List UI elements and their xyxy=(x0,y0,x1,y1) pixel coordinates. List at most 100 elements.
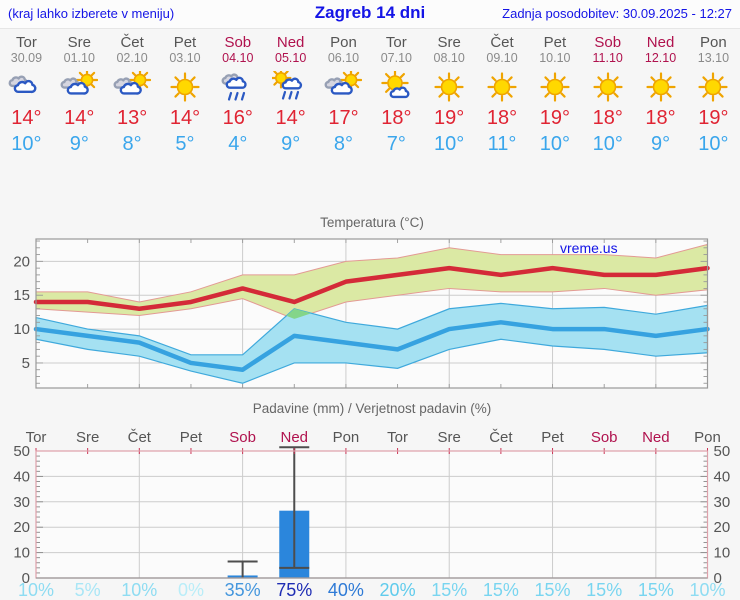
day-date: 04.10 xyxy=(222,51,254,65)
min-temp: 4° xyxy=(228,133,248,155)
location-menu-note: (kraj lahko izberete v meniju) xyxy=(8,6,175,21)
sunny-icon xyxy=(581,71,634,105)
day-column: Sob 11.10 18° 10° xyxy=(581,30,634,172)
day-column: Tor 30.09 14° 10° xyxy=(0,30,53,172)
day-name: Pet xyxy=(173,34,197,51)
sun-rain-icon xyxy=(264,67,317,105)
precip-day-label: Ned xyxy=(281,429,309,446)
day-name: Pet xyxy=(543,34,567,51)
day-date: 08.10 xyxy=(433,51,465,65)
precip-axis-label-right: 40 xyxy=(714,468,731,485)
day-name: Tor xyxy=(16,34,37,51)
mostly-sunny-icon xyxy=(370,69,423,105)
precip-day-label: Sre xyxy=(438,429,461,446)
min-temp: 9° xyxy=(281,133,301,155)
precip-axis-label-right: 0 xyxy=(714,570,722,587)
sun-cloud-icon xyxy=(106,68,159,105)
day-date: 02.10 xyxy=(116,51,148,65)
header-bar: (kraj lahko izberete v meniju) Zagreb 14… xyxy=(0,0,740,29)
min-temp: 11° xyxy=(487,133,517,155)
sunny-icon xyxy=(687,71,740,105)
min-temp: 8° xyxy=(333,133,354,155)
day-name: Pon xyxy=(700,34,727,51)
min-temp-line xyxy=(33,320,710,372)
precip-probability: 15% xyxy=(586,580,622,600)
day-date: 01.10 xyxy=(63,51,95,65)
precip-axis-label-left: 40 xyxy=(13,468,30,485)
precip-day-label: Tor xyxy=(387,429,408,446)
precip-axis-label-left: 0 xyxy=(22,570,30,587)
min-temp: 5° xyxy=(175,133,195,155)
max-temp: 13° xyxy=(116,107,148,129)
day-date: 11.10 xyxy=(592,51,623,65)
precip-day-label: Pet xyxy=(541,429,564,446)
precip-axis-label-right: 50 xyxy=(714,443,731,460)
day-date: 05.10 xyxy=(275,51,307,65)
day-date: 07.10 xyxy=(380,51,412,65)
min-temp: 8° xyxy=(122,133,142,155)
precip-chart-title: Padavine (mm) / Verjetnost padavin (%) xyxy=(253,401,492,416)
max-temp: 16° xyxy=(222,107,253,129)
max-temp: 14° xyxy=(11,107,42,129)
precip-probability: 15% xyxy=(535,580,571,600)
precip-axis-label-right: 10 xyxy=(714,545,731,562)
precip-probability: 15% xyxy=(431,580,467,600)
precip-probability: 20% xyxy=(380,580,416,600)
sunny-icon xyxy=(634,71,687,105)
temperature-chart: 5 10 15 20 Temperatura (°C) vreme.us xyxy=(13,215,710,389)
day-column: Pet 03.10 14° 5° xyxy=(159,30,212,172)
rain-icon xyxy=(211,71,264,105)
day-name: Sre xyxy=(67,34,91,51)
precip-day-label: Tor xyxy=(26,429,47,446)
precip-axis-label-right: 20 xyxy=(714,519,731,536)
precip-probability: 15% xyxy=(483,580,519,600)
day-name: Pon xyxy=(330,34,357,51)
max-temp: 17° xyxy=(328,107,359,129)
day-name: Sob xyxy=(594,34,622,51)
sunny-icon xyxy=(528,71,581,105)
precip-day-label: Sob xyxy=(229,429,256,446)
precip-probability: 40% xyxy=(328,580,364,600)
day-column: Sre 01.10 14° 9° xyxy=(53,30,106,172)
min-temp: 7° xyxy=(386,133,406,155)
day-date: 06.10 xyxy=(327,51,360,65)
min-temp: 10° xyxy=(434,133,465,155)
precip-probability: 5% xyxy=(75,580,101,600)
precip-probability: 10% xyxy=(18,580,54,600)
page-title: Zagreb 14 dni xyxy=(314,3,426,22)
temp-axis-label: 10 xyxy=(13,321,30,338)
max-temp: 18° xyxy=(486,107,518,129)
precip-axis-label-left: 50 xyxy=(13,443,30,460)
day-date: 09.10 xyxy=(486,51,518,65)
vreme-watermark-link[interactable]: vreme.us xyxy=(560,240,618,256)
max-temp-line xyxy=(33,265,710,312)
day-name: Tor xyxy=(385,34,407,51)
day-date: 30.09 xyxy=(10,51,43,65)
min-temp: 9° xyxy=(650,133,671,155)
day-column: Pon 06.10 17° 8° xyxy=(317,30,370,172)
max-temp: 14° xyxy=(169,107,201,129)
max-temp: 19° xyxy=(698,107,729,129)
precip-day-label: Sob xyxy=(591,429,618,446)
sunny-icon xyxy=(159,71,212,105)
min-temp: 10° xyxy=(698,133,729,155)
day-column: Čet 09.10 18° 11° xyxy=(476,30,529,172)
max-temp: 18° xyxy=(645,107,676,129)
day-column: Sre 08.10 19° 10° xyxy=(423,30,476,172)
precip-probability: 0% xyxy=(178,580,204,600)
temp-axis-label: 5 xyxy=(22,355,30,372)
day-name: Čet xyxy=(490,34,514,51)
day-name: Sre xyxy=(437,34,461,51)
day-date: 12.10 xyxy=(644,51,677,65)
day-name: Čet xyxy=(120,34,144,51)
min-temp: 9° xyxy=(69,133,89,155)
day-date: 13.10 xyxy=(697,51,730,65)
day-name: Sob xyxy=(224,34,252,51)
day-column: Sob 04.10 16° 4° xyxy=(211,30,264,172)
day-column: Ned 12.10 18° 9° xyxy=(634,30,687,172)
sunny-icon xyxy=(476,71,529,105)
precipitation-chart: Padavine (mm) / Verjetnost padavin (%) To… xyxy=(13,401,731,600)
day-column: Tor 07.10 18° 7° xyxy=(370,30,423,172)
max-temp: 18° xyxy=(592,107,623,129)
cloudy-icon xyxy=(0,71,53,105)
